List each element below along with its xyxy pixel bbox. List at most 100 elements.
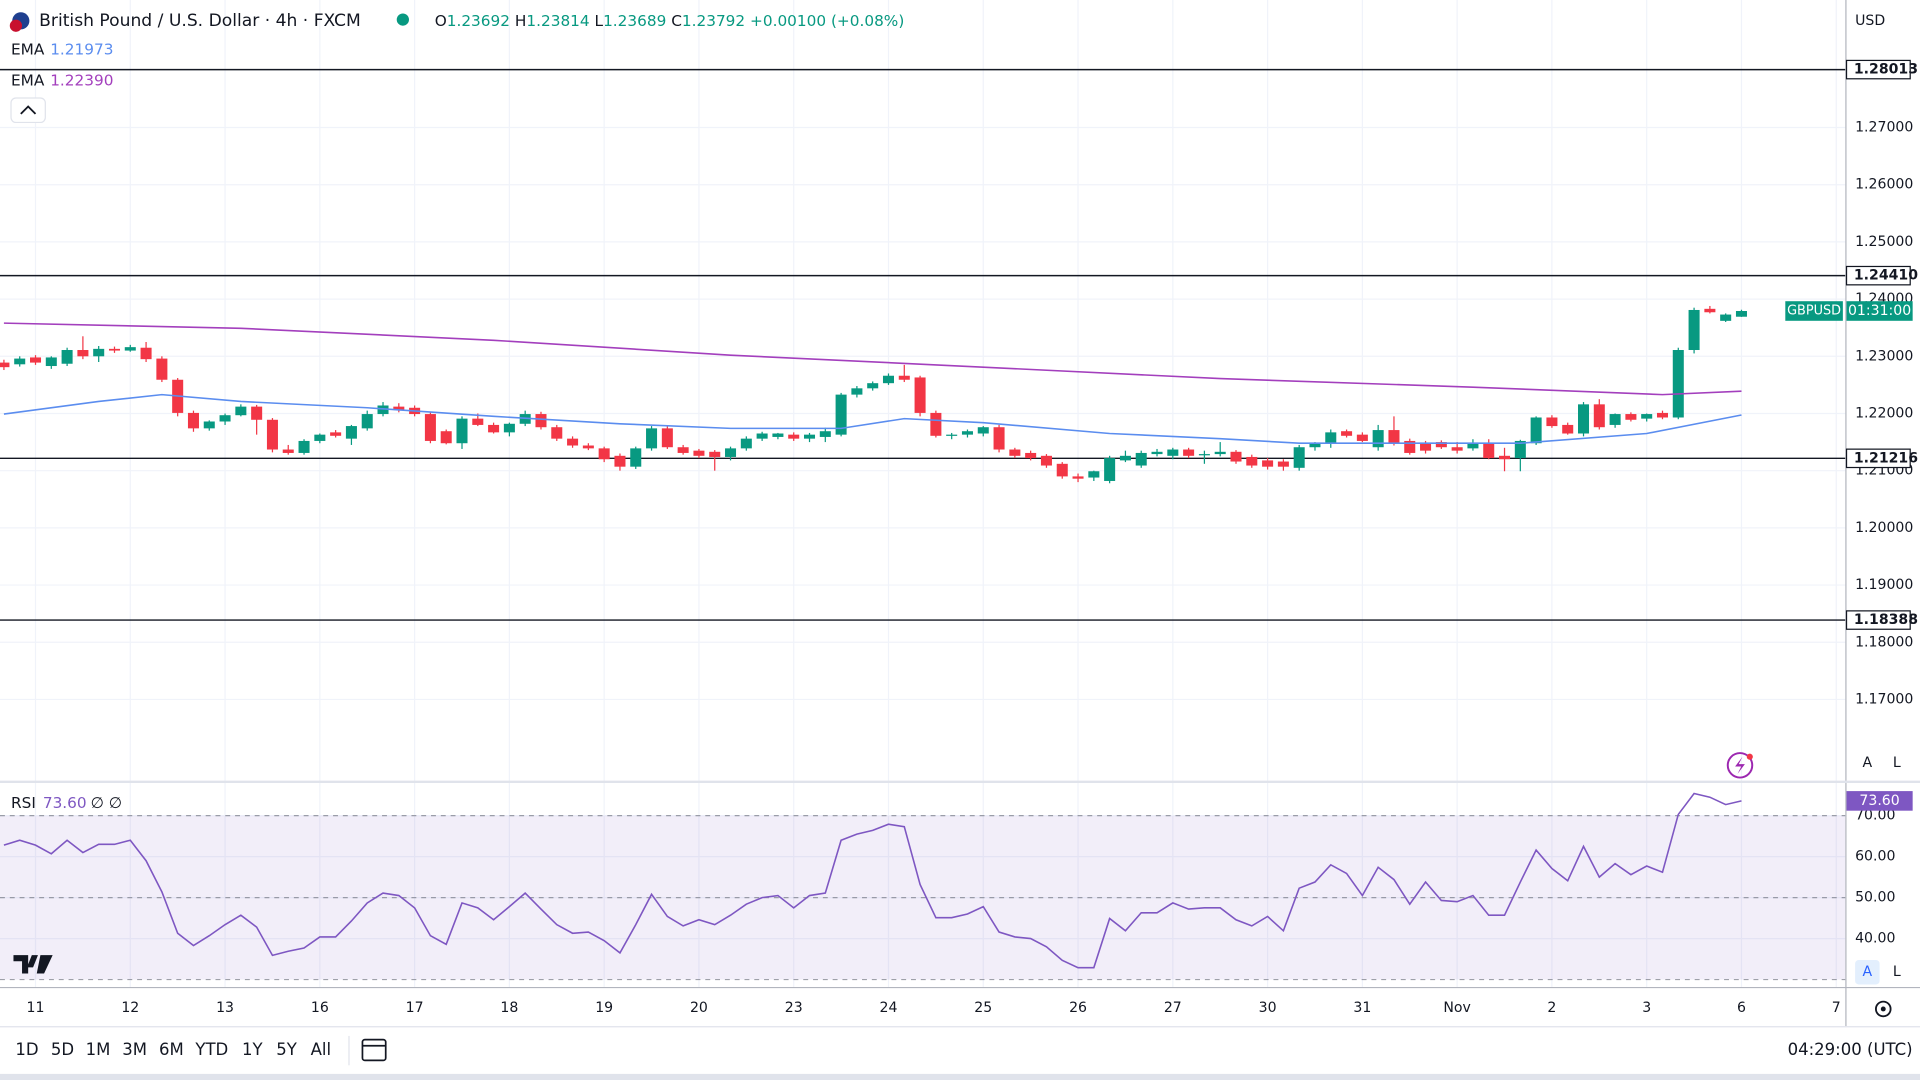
ohlc-legend: O1.23692 H1.23814 L1.23689 C1.23792 +0.0… bbox=[435, 11, 905, 29]
candle-body bbox=[45, 357, 57, 367]
candle-body bbox=[914, 377, 926, 413]
alert-dot bbox=[1746, 753, 1753, 760]
candle-body bbox=[946, 434, 958, 436]
candle-body bbox=[235, 406, 247, 416]
range-button[interactable]: 1D bbox=[15, 1040, 38, 1059]
bottom-strip bbox=[0, 1073, 1920, 1080]
clock[interactable]: 04:29:00 (UTC) bbox=[1788, 1040, 1913, 1059]
candle-body bbox=[804, 434, 816, 439]
y-tick-label: 1.26000 bbox=[1855, 177, 1913, 193]
candle-body bbox=[1198, 454, 1210, 456]
alert-icon[interactable] bbox=[1726, 752, 1754, 779]
candle-body bbox=[1246, 456, 1258, 466]
candle-body bbox=[1435, 442, 1447, 448]
candle-body bbox=[1562, 424, 1574, 434]
auto-scale-label: A bbox=[1863, 755, 1873, 771]
candle-body bbox=[1341, 431, 1353, 436]
y-tick-label: 1.17000 bbox=[1855, 691, 1913, 707]
candle-body bbox=[535, 414, 547, 428]
ema-legend-value: 1.22390 bbox=[50, 71, 113, 89]
log-scale-button[interactable] bbox=[1884, 750, 1909, 776]
candle-body bbox=[867, 383, 879, 389]
ohlc-value: 1.23792 bbox=[682, 11, 745, 29]
candle-body bbox=[251, 406, 263, 420]
range-button[interactable]: YTD bbox=[194, 1040, 228, 1059]
range-button[interactable]: All bbox=[311, 1040, 331, 1059]
ohlc-value: 1.23689 bbox=[603, 11, 666, 29]
auto-scale-button[interactable] bbox=[1855, 750, 1880, 776]
candle-body bbox=[1593, 404, 1605, 428]
currency-label[interactable]: USD bbox=[1855, 13, 1885, 29]
candle-body bbox=[993, 427, 1005, 450]
settings-icon[interactable] bbox=[1875, 1000, 1892, 1018]
settings-icon-center bbox=[1880, 1006, 1886, 1012]
candle-body bbox=[677, 447, 689, 453]
ohlc-key: H bbox=[515, 11, 527, 29]
candle-body bbox=[1056, 463, 1068, 477]
candle-body bbox=[930, 412, 942, 436]
candle-body bbox=[567, 438, 579, 446]
collapse-legend-button[interactable] bbox=[10, 97, 46, 124]
x-tick-label: 20 bbox=[690, 1000, 708, 1016]
candle-body bbox=[788, 434, 800, 439]
level-label-box bbox=[1845, 448, 1911, 469]
candle-body bbox=[1262, 460, 1274, 467]
ohlc-key: L bbox=[595, 11, 604, 29]
candle-body bbox=[882, 375, 894, 384]
price-badge-symbol: GBPUSD bbox=[1787, 304, 1841, 319]
candle-body bbox=[1040, 455, 1052, 466]
ohlc-value: 1.23814 bbox=[526, 11, 589, 29]
candle-body bbox=[1467, 443, 1479, 449]
x-tick-label: 17 bbox=[406, 1000, 424, 1016]
tradingview-logo[interactable] bbox=[13, 955, 53, 974]
candle-body bbox=[377, 405, 389, 415]
x-tick-label: 2 bbox=[1547, 1000, 1556, 1016]
candle-body bbox=[614, 455, 626, 467]
candle-body bbox=[203, 421, 215, 429]
candle-body bbox=[898, 375, 910, 380]
symbol-flag-2 bbox=[9, 19, 23, 32]
candle-body bbox=[1530, 417, 1542, 444]
candle-body bbox=[1672, 350, 1684, 418]
range-button[interactable]: 1M bbox=[86, 1040, 111, 1059]
candle-body bbox=[440, 431, 452, 444]
candle-body bbox=[598, 448, 610, 460]
candle-body bbox=[1688, 309, 1700, 351]
x-tick-label: 26 bbox=[1069, 1000, 1087, 1016]
log-scale-button[interactable] bbox=[1884, 960, 1909, 985]
range-button[interactable]: 6M bbox=[159, 1040, 184, 1059]
candle-body bbox=[1104, 458, 1116, 481]
range-button[interactable]: 1Y bbox=[242, 1040, 264, 1059]
change: +0.00100 (+0.08%) bbox=[750, 11, 904, 29]
candle-body bbox=[1119, 455, 1131, 461]
candle-body bbox=[393, 406, 405, 411]
candle-body bbox=[1546, 417, 1558, 427]
market-open-dot bbox=[396, 13, 409, 26]
range-button[interactable]: 5D bbox=[51, 1040, 74, 1059]
candle-body bbox=[1009, 449, 1021, 456]
marks-layer bbox=[0, 68, 1846, 969]
ohlc-key: O bbox=[435, 11, 447, 29]
log-scale-label: L bbox=[1893, 755, 1901, 771]
date-range-icon[interactable] bbox=[361, 1038, 387, 1062]
candle-body bbox=[77, 350, 89, 357]
candle-body bbox=[835, 394, 847, 435]
level-label: 1.21216 bbox=[1854, 450, 1918, 466]
candle-body bbox=[330, 432, 342, 436]
candle-body bbox=[977, 427, 989, 434]
candle-body bbox=[1609, 414, 1621, 425]
candle-body bbox=[1372, 430, 1384, 448]
range-button[interactable]: 3M bbox=[122, 1040, 147, 1059]
y-tick-label: 1.19000 bbox=[1855, 577, 1913, 593]
auto-scale-button[interactable] bbox=[1855, 960, 1880, 985]
candle-body bbox=[488, 424, 500, 433]
range-button[interactable]: 5Y bbox=[276, 1040, 298, 1059]
price-badge-timer: 01:31:00 bbox=[1848, 303, 1911, 319]
x-tick-label: 23 bbox=[785, 1000, 803, 1016]
candle-body bbox=[140, 347, 152, 360]
level-label: 1.28013 bbox=[1854, 62, 1918, 78]
candle-body bbox=[756, 433, 768, 439]
candle-body bbox=[1720, 314, 1732, 321]
y-tick-label: 70.00 bbox=[1855, 808, 1895, 824]
